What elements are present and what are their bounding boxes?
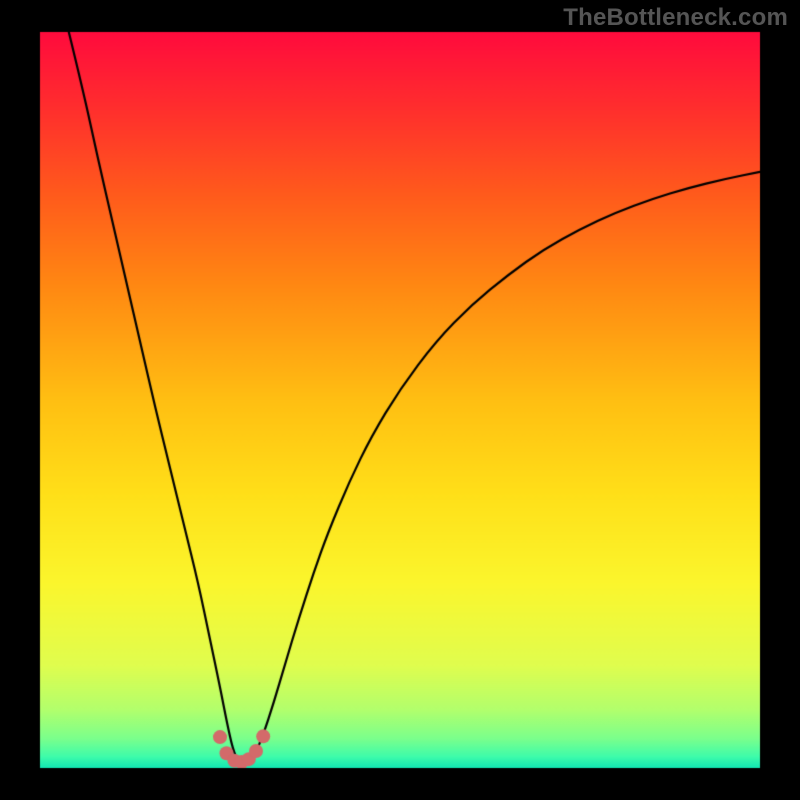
watermark-text: TheBottleneck.com (563, 4, 788, 32)
stage: TheBottleneck.com (0, 0, 800, 800)
bottleneck-chart (0, 0, 800, 800)
